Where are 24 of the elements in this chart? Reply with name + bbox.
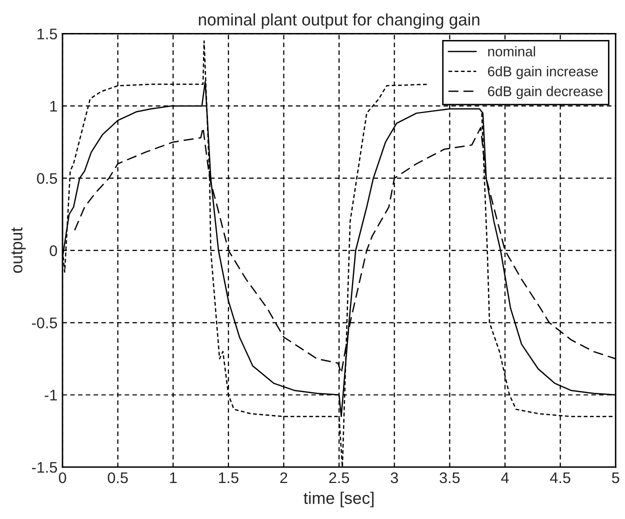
y-tick-label: 0 — [50, 245, 58, 256]
x-tick-label: 0 — [58, 472, 66, 484]
x-tick-label: 2.5 — [329, 472, 350, 484]
x-tick-label: 2 — [280, 472, 288, 484]
x-tick-label: 3.5 — [440, 472, 460, 484]
chart-title: nominal plant output for changing gain — [198, 13, 480, 29]
x-tick-label: 4.5 — [550, 472, 570, 484]
x-tick-label: 1 — [170, 472, 177, 484]
y-tick-label: 1.5 — [38, 28, 57, 40]
x-axis-title: time [sec] — [304, 492, 374, 508]
x-tick-label: 0.5 — [108, 472, 128, 484]
y-tick-label: -1.5 — [32, 462, 57, 473]
x-tick-label: 4 — [501, 472, 509, 484]
y-axis-title: output — [12, 227, 26, 273]
y-tick-label: 0.5 — [37, 173, 57, 184]
legend-label: 6dB gain decrease — [488, 86, 603, 99]
legend-label: nominal — [488, 46, 536, 56]
legend-label: 6dB gain increase — [488, 66, 598, 80]
y-tick-label: -0.5 — [32, 318, 57, 328]
x-tick-label: 1.5 — [218, 472, 238, 484]
x-tick-label: 5 — [612, 472, 620, 484]
y-tick-label: 1 — [50, 100, 57, 112]
x-tick-label: 3 — [390, 472, 398, 484]
y-tick-label: -1 — [44, 390, 57, 400]
